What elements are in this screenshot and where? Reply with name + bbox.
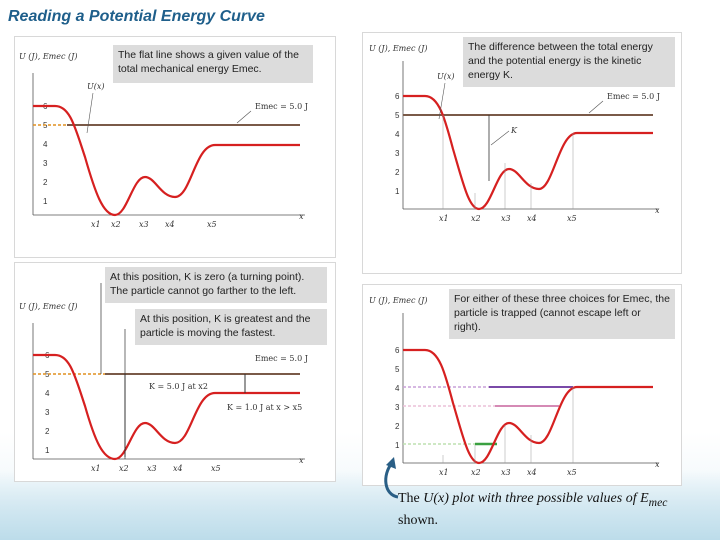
panel-flat-line: The flat line shows a given value of the… — [14, 36, 336, 258]
x-tick: x5 — [211, 464, 221, 473]
x-tick: x1 — [439, 214, 449, 223]
y-tick: 5 — [395, 365, 400, 374]
curve-label: U(x) — [437, 72, 455, 81]
curve-leader — [438, 82, 446, 120]
y-axis-label: U (J), Emec (J) — [369, 296, 427, 305]
callout-trapped: For either of these three choices for Em… — [449, 289, 675, 339]
x-tick: x5 — [207, 220, 217, 229]
x-tick: x3 — [501, 468, 511, 477]
y-axis-label: U (J), Emec (J) — [19, 52, 77, 61]
x-tick: x5 — [567, 214, 577, 223]
y-tick: 2 — [45, 427, 50, 436]
x-tick: x2 — [471, 214, 481, 223]
potential-curve — [403, 94, 653, 211]
x-tick: x3 — [139, 220, 149, 229]
x-tick: x1 — [91, 220, 101, 229]
caption-italic: U(x) plot with three possible values of … — [423, 491, 649, 506]
potential-curve — [33, 353, 300, 461]
panel-trapped: For either of these three choices for Em… — [362, 284, 682, 486]
y-tick: 4 — [43, 140, 48, 149]
slide-title: Reading a Potential Energy Curve — [8, 8, 265, 25]
emec-leader — [588, 100, 604, 114]
x-tick: x5 — [567, 468, 577, 477]
y-tick: 4 — [45, 389, 50, 398]
y-tick: 1 — [43, 197, 48, 206]
callout-max-kinetic: At this position, K is greatest and the … — [135, 309, 327, 345]
curve-label: U(x) — [87, 82, 105, 91]
x-ticks: x1 x2 x3 x4 x5 — [439, 468, 577, 477]
x-tick: x2 — [471, 468, 481, 477]
emec-label: Emec = 5.0 J — [255, 354, 308, 363]
emec-label: Emec = 5.0 J — [255, 102, 308, 111]
y-tick: 2 — [395, 422, 400, 431]
k-label-x5: K = 1.0 J at x > x5 — [227, 403, 302, 412]
y-ticks: 6 5 4 3 2 1 — [43, 102, 48, 206]
plot-a: U (J), Emec (J) x 6 5 4 3 2 1 Emec = 5.0… — [19, 52, 308, 229]
y-tick: 6 — [395, 92, 400, 101]
y-tick: 5 — [45, 370, 50, 379]
x-tick: x4 — [527, 214, 537, 223]
potential-curve — [33, 104, 300, 217]
curve-leader — [86, 92, 94, 134]
x-ticks: x1 x2 x3 x4 x5 — [91, 220, 217, 229]
y-tick: 2 — [43, 178, 48, 187]
k-label: K — [510, 126, 518, 135]
x-axis-label: x — [299, 212, 304, 221]
caption-subscript: mec — [648, 495, 668, 509]
y-tick: 5 — [395, 111, 400, 120]
y-tick: 2 — [395, 168, 400, 177]
y-tick: 6 — [395, 346, 400, 355]
y-tick: 4 — [395, 130, 400, 139]
panel-kinetic-energy: The difference between the total energy … — [362, 32, 682, 274]
x-ticks: x1 x2 x3 x4 x5 — [439, 214, 577, 223]
x-tick: x2 — [111, 220, 121, 229]
y-axis-label: U (J), Emec (J) — [369, 44, 427, 53]
y-tick: 3 — [395, 149, 400, 158]
plot-c: U (J), Emec (J) x 6 5 4 3 2 1 Emec = 5.0… — [19, 283, 308, 473]
plot-d: U (J), Emec (J) x 6 5 4 3 2 1 x1 x2 x — [369, 296, 660, 477]
x-tick: x3 — [147, 464, 157, 473]
panel-turning-point: At this position, K is zero (a turning p… — [14, 262, 336, 482]
y-tick: 1 — [395, 187, 400, 196]
x-tick: x4 — [527, 468, 537, 477]
k-label-x2: K = 5.0 J at x2 — [149, 382, 208, 391]
caption-text-before: The — [398, 491, 424, 506]
x-tick-guides — [442, 115, 574, 209]
x-axis-label: x — [299, 456, 304, 465]
y-ticks: 6 5 4 3 2 1 — [395, 346, 400, 450]
x-tick: x1 — [439, 468, 449, 477]
y-tick: 3 — [43, 159, 48, 168]
x-tick: x4 — [165, 220, 175, 229]
y-tick: 4 — [395, 384, 400, 393]
y-ticks: 6 5 4 3 2 1 — [395, 92, 400, 196]
callout-turning-point: At this position, K is zero (a turning p… — [105, 267, 327, 303]
caption-arrow-icon — [384, 457, 399, 499]
y-axis-label: U (J), Emec (J) — [19, 302, 77, 311]
x-tick: x2 — [119, 464, 129, 473]
y-tick: 1 — [45, 446, 50, 455]
callout-kinetic-energy: The difference between the total energy … — [463, 37, 675, 87]
callout-flat-line: The flat line shows a given value of the… — [113, 45, 313, 83]
y-tick: 1 — [395, 441, 400, 450]
emec-leader — [236, 110, 252, 124]
x-tick: x1 — [91, 464, 101, 473]
x-tick-guides — [442, 387, 574, 463]
plot-b: U (J), Emec (J) x 6 5 4 3 2 1 Emec = 5.0… — [369, 44, 660, 223]
figure-caption: The U(x) plot with three possible values… — [398, 490, 698, 530]
emec-label: Emec = 5.0 J — [607, 92, 660, 101]
x-axis-label: x — [655, 206, 660, 215]
x-tick: x4 — [173, 464, 183, 473]
y-ticks: 6 5 4 3 2 1 — [45, 351, 50, 455]
y-tick: 3 — [395, 403, 400, 412]
x-axis-label: x — [655, 460, 660, 469]
caption-text-after: shown. — [398, 512, 439, 528]
potential-curve — [403, 348, 653, 465]
y-tick: 3 — [45, 408, 50, 417]
x-ticks: x1 x2 x3 x4 x5 — [91, 464, 221, 473]
x-tick: x3 — [501, 214, 511, 223]
k-leader — [490, 130, 510, 146]
